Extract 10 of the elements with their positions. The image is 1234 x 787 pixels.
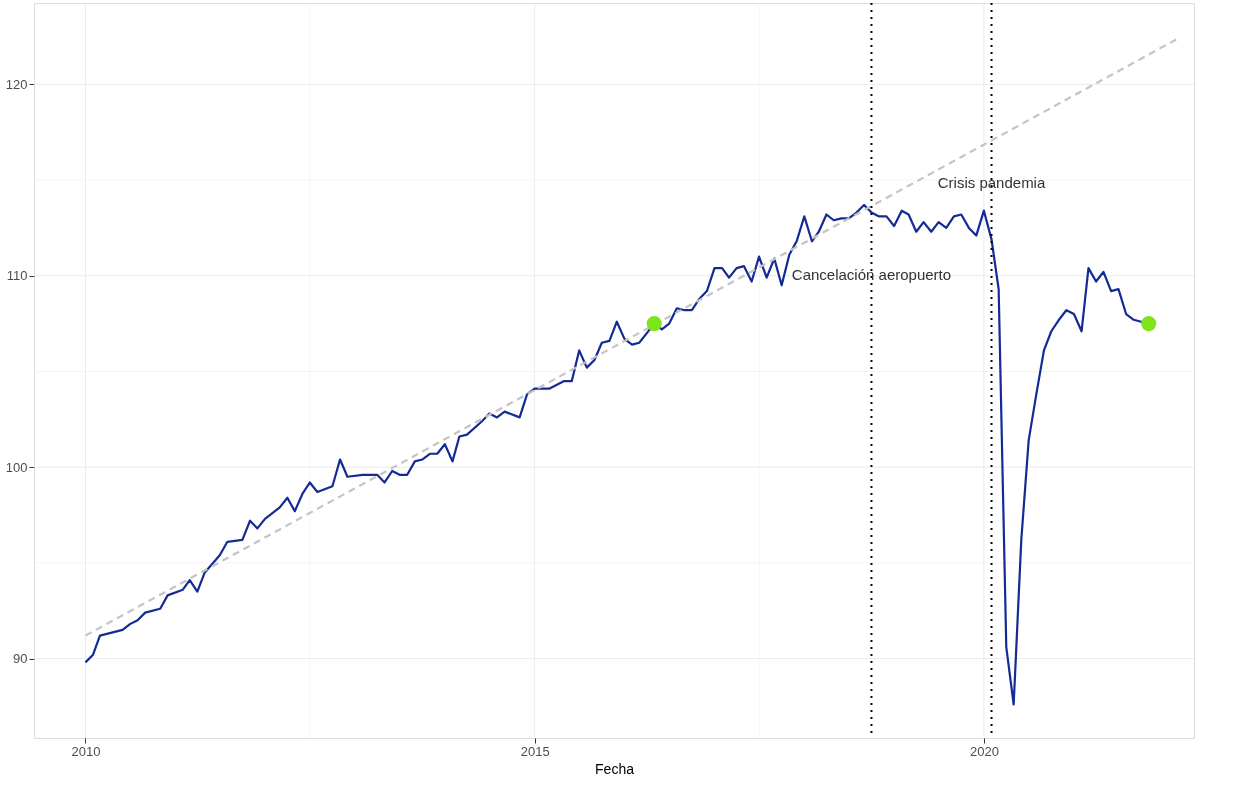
x-axis-title: Fecha <box>595 760 635 777</box>
y-tick-label: 100 <box>5 459 28 475</box>
ref-line-label: Crisis pandemia <box>937 174 1046 192</box>
y-tick-label: 90 <box>13 651 28 667</box>
y-tick-label: 120 <box>5 76 28 92</box>
x-tick-label: 2010 <box>71 743 101 759</box>
ref-line-label: Cancelación aeropuerto <box>791 265 952 283</box>
x-tick-label: 2020 <box>969 743 999 759</box>
y-tick-label: 110 <box>6 268 28 284</box>
x-tick-label: 2015 <box>520 743 550 759</box>
